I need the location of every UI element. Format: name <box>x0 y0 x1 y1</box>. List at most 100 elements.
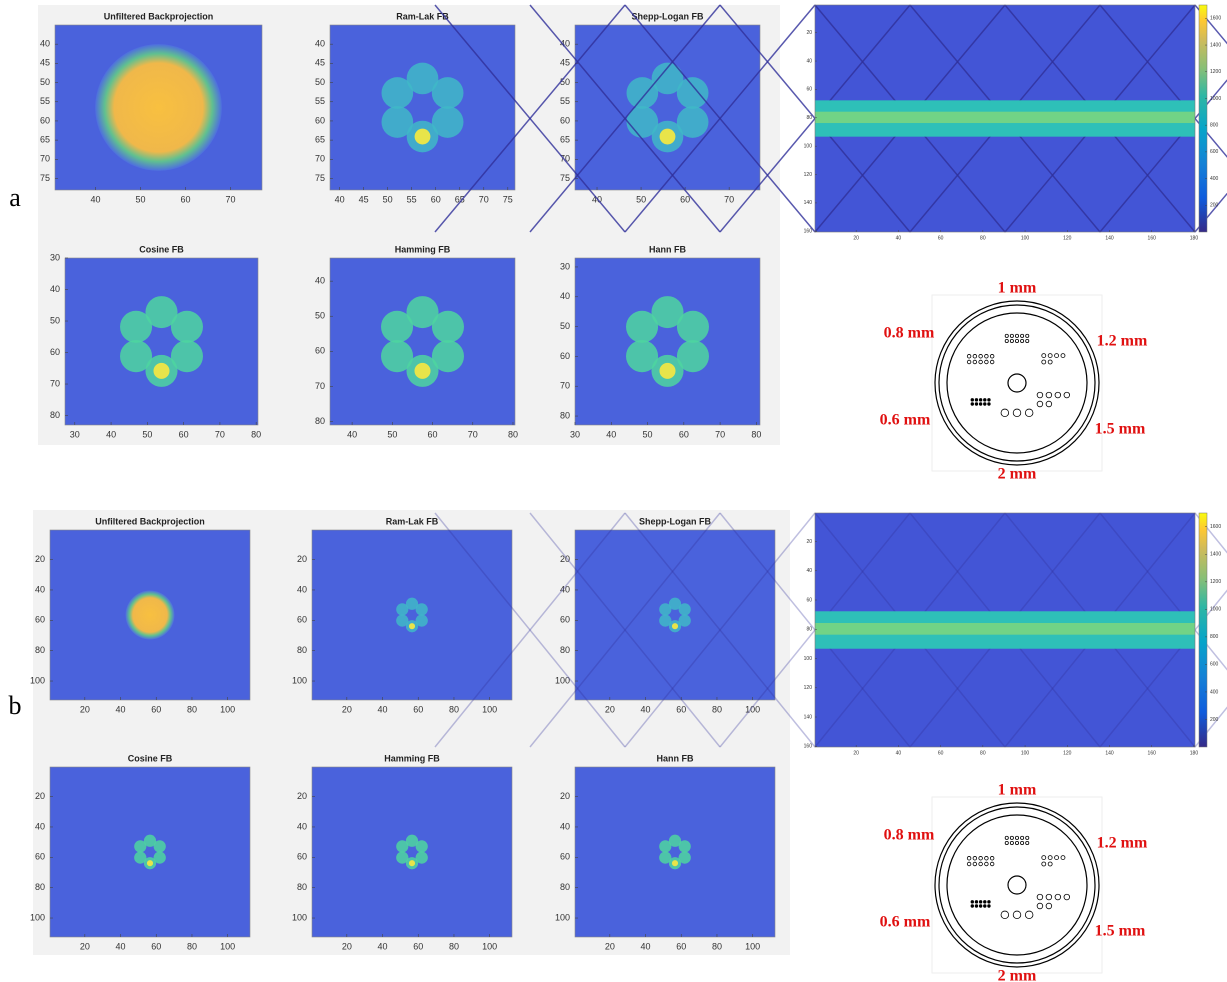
y-tick-label: 60 <box>560 615 570 625</box>
x-tick-label: 20 <box>853 235 859 241</box>
x-tick-label: 75 <box>503 194 513 204</box>
y-tick-label: 40 <box>315 39 325 49</box>
y-tick-label: 60 <box>297 852 307 862</box>
colorbar-tick-label: 1600 <box>1210 16 1221 22</box>
phantom-hole <box>1045 902 1053 910</box>
y-tick-label: 100 <box>30 675 45 685</box>
y-tick-label: 65 <box>40 134 50 144</box>
x-tick-label: 30 <box>70 429 80 439</box>
phantom-hole <box>1004 835 1009 840</box>
phantom-hole <box>974 398 979 402</box>
wedge <box>170 340 203 373</box>
wedge <box>405 597 419 610</box>
wedge <box>676 106 709 138</box>
phantom-hole <box>1047 359 1053 365</box>
colorbar-tick-label: 1000 <box>1210 607 1221 613</box>
panel-label: a <box>9 183 21 212</box>
y-tick-label: 60 <box>297 615 307 625</box>
colorbar <box>1198 512 1208 748</box>
wedge <box>668 597 682 610</box>
wedge <box>626 310 659 343</box>
wedge <box>381 310 414 343</box>
phantom-hole <box>989 354 995 359</box>
phantom-hole <box>1047 861 1053 867</box>
x-tick-label: 40 <box>106 429 116 439</box>
phantom-hole <box>1036 893 1044 901</box>
x-tick-label: 20 <box>342 941 352 951</box>
y-tick-label: 40 <box>560 291 570 301</box>
wedge <box>153 840 166 853</box>
phantom-hole <box>1047 353 1053 359</box>
phantom-hole <box>1054 391 1062 399</box>
y-tick-label: 60 <box>806 87 812 93</box>
phantom-ring <box>938 806 1096 964</box>
sinogram-trace <box>434 512 626 748</box>
y-tick-label: 70 <box>560 381 570 391</box>
x-tick-label: 100 <box>1021 750 1030 756</box>
y-tick-label: 20 <box>560 554 570 564</box>
y-tick-label: 80 <box>560 882 570 892</box>
hot-spot <box>146 860 154 867</box>
wedge <box>415 614 428 627</box>
x-tick-label: 80 <box>251 429 261 439</box>
y-tick-label: 20 <box>297 791 307 801</box>
wedge <box>120 310 153 343</box>
sinogram-trace <box>434 4 626 233</box>
wedge <box>381 340 414 373</box>
x-tick-label: 80 <box>187 704 197 714</box>
x-tick-label: 40 <box>378 704 388 714</box>
phantom-hole <box>1025 333 1030 338</box>
plot-title: Cosine FB <box>139 244 184 254</box>
y-tick-label: 75 <box>315 173 325 183</box>
y-tick-label: 100 <box>292 675 307 685</box>
phantom-label: 0.6 mm <box>880 914 931 931</box>
phantom-hole <box>987 900 991 904</box>
phantom-hole <box>970 900 975 904</box>
phantom-hole <box>1063 893 1071 901</box>
x-tick-label: 60 <box>938 235 944 241</box>
wedge <box>120 340 153 373</box>
x-tick-label: 70 <box>215 429 225 439</box>
wedge <box>659 614 672 627</box>
y-tick-label: 40 <box>560 39 570 49</box>
plot-title: Ram-Lak FB <box>396 11 449 21</box>
y-tick-label: 20 <box>35 554 45 564</box>
y-tick-label: 80 <box>315 416 325 426</box>
y-tick-label: 45 <box>40 58 50 68</box>
phantom-center <box>1007 875 1027 895</box>
x-tick-label: 60 <box>180 194 190 204</box>
y-tick-label: 65 <box>560 134 570 144</box>
phantom-hole <box>1045 391 1053 399</box>
wedge <box>659 851 672 864</box>
axes-frame <box>329 257 516 426</box>
x-tick-label: 100 <box>745 941 760 951</box>
image-background <box>312 767 512 937</box>
colorbar-tick-label: 800 <box>1210 634 1219 640</box>
x-tick-label: 50 <box>387 429 397 439</box>
phantom-hole <box>978 398 983 402</box>
wedge <box>381 77 414 109</box>
phantom-hole <box>1024 408 1034 418</box>
phantom-label: 2 mm <box>998 968 1037 982</box>
phantom-hole <box>1004 333 1009 338</box>
y-tick-label: 60 <box>560 351 570 361</box>
phantom-hole <box>1020 835 1025 840</box>
x-tick-label: 80 <box>508 429 518 439</box>
y-tick-label: 20 <box>806 539 812 545</box>
x-tick-label: 70 <box>724 194 734 204</box>
x-tick-label: 100 <box>745 704 760 714</box>
phantom-hole <box>970 904 975 908</box>
y-tick-label: 55 <box>315 96 325 106</box>
colorbar-tick-label: 1400 <box>1210 42 1221 48</box>
phantom-hole <box>974 402 979 406</box>
phantom-label: 1.2 mm <box>1097 333 1148 350</box>
y-tick-label: 60 <box>560 852 570 862</box>
x-tick-label: 140 <box>1105 750 1114 756</box>
colorbar-tick-label: 600 <box>1210 149 1219 155</box>
phantom-hole <box>966 354 972 359</box>
x-tick-label: 60 <box>676 941 686 951</box>
blob <box>125 590 175 640</box>
phantom-hole <box>1054 353 1059 359</box>
wedge <box>668 834 682 847</box>
x-tick-label: 160 <box>1148 235 1157 241</box>
